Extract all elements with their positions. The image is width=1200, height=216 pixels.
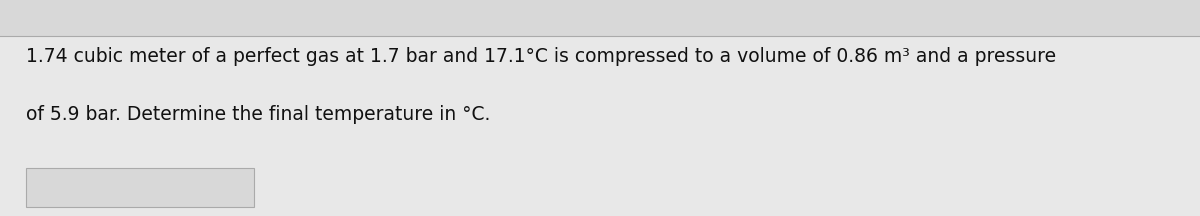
Bar	[0, 0, 1200, 36]
Text: of 5.9 bar. Determine the final temperature in °C.: of 5.9 bar. Determine the final temperat…	[26, 105, 491, 124]
Bar	[26, 168, 254, 207]
Text: 1.74 cubic meter of a perfect gas at 1.7 bar and 17.1°C is compressed to a volum: 1.74 cubic meter of a perfect gas at 1.7…	[26, 47, 1056, 66]
